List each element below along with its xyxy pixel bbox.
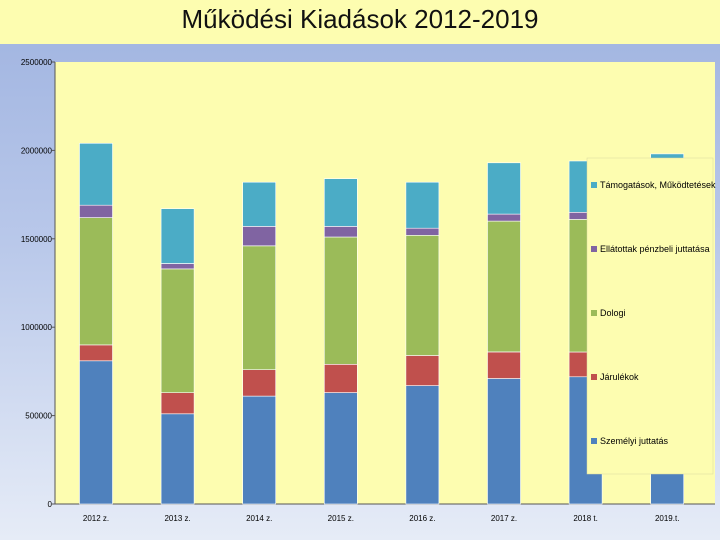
legend-label: Járulékok: [600, 372, 639, 382]
bar-segment: [405, 227, 440, 236]
bar-segment: [487, 220, 521, 353]
bar-segment: [242, 395, 276, 505]
bar-segment: [487, 351, 521, 379]
bar-segment: [79, 143, 113, 206]
bar-segment: [323, 226, 358, 238]
y-tick-label: 1000000: [21, 323, 53, 332]
bar-segment: [79, 217, 113, 346]
chart-title: Működési Kiadások 2012-2019: [181, 4, 539, 34]
bar-segment: [323, 392, 358, 505]
legend-label: Ellátottak pénzbeli juttatása: [600, 244, 710, 254]
x-tick-label: 2013 z.: [164, 514, 190, 523]
bar-segment: [323, 363, 358, 393]
x-tick-label: 2015 z.: [328, 514, 354, 523]
x-axis-ticks: 2012 z. 2013 z. 2014 z. 2015 z. 2016 z. 2017 …: [83, 514, 680, 523]
legend: Támogatások, Működtetések Ellátottak pénz…: [586, 157, 716, 475]
legend-box: [586, 157, 714, 475]
legend-swatch: [591, 438, 597, 444]
x-tick-label: 2014 z.: [246, 514, 272, 523]
y-axis-ticks: 0 500000 1000000 1500000 2000000 2500000: [21, 58, 55, 509]
bar-segment: [160, 208, 195, 264]
legend-label: Dologi: [600, 308, 626, 318]
title-bar: Működési Kiadások 2012-2019: [0, 0, 720, 44]
bar-segment: [323, 178, 358, 227]
legend-swatch: [591, 182, 597, 188]
y-tick-label: 0: [48, 500, 53, 509]
x-tick-label: 2012 z.: [83, 514, 109, 523]
bar-segment: [405, 235, 440, 356]
bar-segment: [242, 226, 276, 247]
bar-segment: [242, 181, 276, 227]
bar-segment: [405, 385, 440, 505]
bar-segment: [323, 236, 358, 365]
y-tick-label: 2500000: [21, 58, 53, 67]
legend-swatch: [591, 310, 597, 316]
bar-segment: [405, 355, 440, 386]
y-tick-label: 500000: [25, 412, 52, 421]
x-tick-label: 2018 t.: [573, 514, 597, 523]
bar-segment: [487, 162, 521, 215]
bar-segment: [160, 392, 195, 415]
bar-segment: [160, 268, 195, 393]
legend-label: Személyi juttatás: [600, 436, 669, 446]
bar-segment: [79, 344, 113, 362]
y-tick-label: 2000000: [21, 146, 53, 155]
bar-segment: [79, 204, 113, 218]
x-tick-label: 2016 z.: [409, 514, 435, 523]
bar-segment: [405, 181, 440, 229]
y-tick-label: 1500000: [21, 235, 53, 244]
bar-segment: [487, 213, 521, 222]
legend-label: Támogatások, Működtetések: [600, 180, 716, 190]
legend-swatch: [591, 246, 597, 252]
bar-segment: [487, 378, 521, 505]
bar-segment: [242, 245, 276, 370]
bar-segment: [160, 263, 195, 270]
bar-segment: [242, 369, 276, 397]
bar-segment: [79, 360, 113, 505]
legend-swatch: [591, 374, 597, 380]
x-tick-label: 2017 z.: [491, 514, 517, 523]
x-tick-label: 2019.t.: [655, 514, 679, 523]
bar-segment: [160, 413, 195, 505]
